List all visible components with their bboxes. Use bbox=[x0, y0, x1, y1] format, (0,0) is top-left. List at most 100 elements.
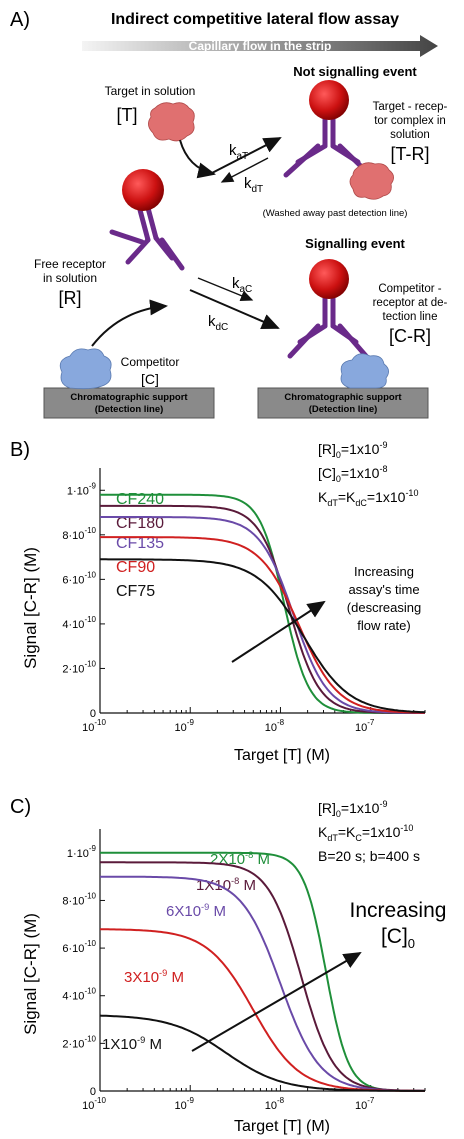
support-right bbox=[257, 387, 429, 419]
support-right-line1: Chromatographic support bbox=[284, 392, 402, 403]
competitor-label: Competitor bbox=[121, 355, 180, 369]
chart-b-param-c: [C]0=1x10-8 bbox=[318, 464, 387, 484]
free-receptor-symbol: [R] bbox=[58, 288, 81, 308]
detect-competitor bbox=[340, 353, 389, 389]
arrow-aT bbox=[209, 137, 282, 175]
chart-b-xlabel: Target [T] (M) bbox=[234, 747, 330, 764]
comp-rec-label-2: receptor at de- bbox=[373, 297, 448, 309]
panel-c-chart: C) 0 2·10-10 4·10-10 6·10-10 8·10-10 1·10-9 10… bbox=[10, 796, 447, 1135]
free-receptor-antibody bbox=[109, 205, 185, 271]
chart-c-annotation-1: Increasing bbox=[350, 899, 447, 922]
chart-b-series-line bbox=[100, 558, 426, 714]
chart-c-series-line bbox=[100, 861, 425, 1092]
chart-b-annotation-1: Increasing bbox=[354, 564, 414, 579]
chart-c-param-r: [R]0=1x10-9 bbox=[318, 799, 387, 819]
complex-label-2: tor complex in bbox=[374, 115, 446, 127]
chart-c-xtick-label: 10-8 bbox=[265, 1096, 285, 1112]
chart-b-series-line bbox=[100, 516, 425, 714]
chart-c-series-label: 6X10-9 M bbox=[166, 902, 226, 920]
support-left-line1: Chromatographic support bbox=[70, 392, 188, 403]
free-receptor-label-2: in solution bbox=[43, 271, 97, 285]
chart-b-xtick-label: 10-10 bbox=[82, 718, 106, 734]
support-left bbox=[43, 387, 215, 419]
panel-a-schematic: A) Indirect competitive lateral flow ass… bbox=[10, 9, 448, 419]
chart-b-xtick-label: 10-7 bbox=[355, 718, 375, 734]
comp-rec-symbol: [C-R] bbox=[389, 326, 431, 346]
washed-label: (Washed away past detection line) bbox=[263, 208, 408, 219]
flow-arrow: Capillary flow in the strip bbox=[82, 35, 438, 57]
chart-c-ytick-label: 1·10-9 bbox=[67, 844, 97, 860]
support-left-line2: (Detection line) bbox=[95, 404, 164, 415]
chart-c-param-time: B=20 s; b=400 s bbox=[318, 848, 420, 864]
chart-c-series-label: 1X10-9 M bbox=[102, 1035, 162, 1053]
chart-c-xlabel: Target [T] (M) bbox=[234, 1118, 330, 1135]
chart-c-ylabel: Signal [C-R] (M) bbox=[21, 913, 40, 1035]
k-aT: kaT bbox=[229, 142, 248, 162]
panel-a-letter: A) bbox=[10, 9, 30, 31]
comp-rec-label-1: Competitor - bbox=[378, 283, 441, 295]
complex-bead bbox=[309, 80, 349, 120]
k-dC: kdC bbox=[208, 313, 228, 333]
panel-b-letter: B) bbox=[10, 439, 30, 461]
chart-c-xtick-label: 10-10 bbox=[82, 1096, 106, 1112]
chart-b-annotation-4: flow rate) bbox=[357, 618, 410, 633]
chart-c-xtick-label: 10-9 bbox=[175, 1096, 195, 1112]
chart-c-ytick-label: 4·10-10 bbox=[62, 987, 96, 1003]
chart-b-series-label: CF180 bbox=[116, 515, 164, 532]
chart-b-ytick-label: 8·10-10 bbox=[62, 526, 96, 542]
k-aC: kaC bbox=[232, 275, 252, 295]
flow-label: Capillary flow in the strip bbox=[189, 39, 332, 53]
arrow-aC bbox=[197, 277, 254, 301]
chart-b-series-label: CF135 bbox=[116, 535, 164, 552]
chart-b-series-line bbox=[100, 504, 425, 714]
support-right-line2: (Detection line) bbox=[309, 404, 378, 415]
chart-b-annotation-3: (descreasing bbox=[347, 600, 421, 615]
complex-antibody bbox=[283, 113, 373, 178]
chart-b-ytick-label: 0 bbox=[90, 708, 96, 720]
chart-b-param-r: [R]0=1x10-9 bbox=[318, 440, 387, 460]
chart-c-ytick-label: 8·10-10 bbox=[62, 891, 96, 907]
chart-c-series-label: 1X10-8 M bbox=[196, 876, 256, 894]
chart-b-series-label: CF75 bbox=[116, 583, 155, 600]
free-receptor-label-1: Free receptor bbox=[34, 257, 106, 271]
target-symbol: [T] bbox=[117, 105, 138, 125]
panel-b-chart: B) 0 2·10-10 4·10-10 6·10-10 8·10-10 1·10-9 10… bbox=[10, 439, 426, 764]
chart-c-ytick-label: 6·10-10 bbox=[62, 939, 96, 955]
chart-c-ytick-label: 2·10-10 bbox=[62, 1034, 96, 1050]
detect-antibody bbox=[287, 293, 369, 359]
comp-rec-label-3: tection line bbox=[383, 311, 438, 323]
panel-c-letter: C) bbox=[10, 796, 31, 818]
panel-a-title: Indirect competitive lateral flow assay bbox=[111, 11, 399, 28]
chart-c-plot-area: 0 2·10-10 4·10-10 6·10-10 8·10-10 1·10-9 10-10… bbox=[62, 829, 426, 1112]
target-molecule bbox=[148, 102, 195, 142]
chart-b-increasing-arrow bbox=[231, 600, 326, 663]
chart-b-plot-area: 0 2·10-10 4·10-10 6·10-10 8·10-10 1·10-9 10-10… bbox=[62, 468, 426, 734]
complex-label-3: solution bbox=[390, 129, 430, 141]
not-signalling-label: Not signalling event bbox=[293, 64, 417, 79]
curve-arrow-target bbox=[179, 139, 216, 179]
complex-target bbox=[349, 162, 394, 200]
free-receptor-bead bbox=[122, 169, 164, 211]
arrow-dC bbox=[189, 289, 280, 330]
complex-symbol: [T-R] bbox=[391, 144, 430, 164]
chart-c-series-line bbox=[100, 851, 425, 1092]
chart-b-param-k: KdT=KdC=1x10-10 bbox=[318, 488, 418, 508]
chart-c-series-line bbox=[99, 1014, 425, 1092]
k-dT: kdT bbox=[244, 175, 263, 195]
arrow-dT bbox=[220, 157, 269, 183]
chart-c-series-label: 2X10-8 M bbox=[210, 850, 270, 868]
competitor-molecule bbox=[59, 348, 112, 390]
chart-b-ytick-label: 4·10-10 bbox=[62, 615, 96, 631]
chart-c-increasing-arrow bbox=[191, 951, 362, 1052]
chart-b-xtick-label: 10-8 bbox=[265, 718, 285, 734]
chart-c-series-line bbox=[100, 875, 425, 1092]
chart-b-series-label: CF90 bbox=[116, 559, 155, 576]
chart-c-xtick-label: 10-7 bbox=[355, 1096, 375, 1112]
complex-label-1: Target - recep- bbox=[373, 101, 448, 113]
target-label: Target in solution bbox=[105, 84, 196, 98]
chart-c-param-k: KdT=KC=1x10-10 bbox=[318, 823, 413, 843]
chart-b-ytick-label: 1·10-9 bbox=[67, 481, 97, 497]
chart-b-series-label: CF240 bbox=[116, 491, 164, 508]
detect-bead bbox=[309, 259, 349, 299]
chart-b-ytick-label: 6·10-10 bbox=[62, 570, 96, 586]
